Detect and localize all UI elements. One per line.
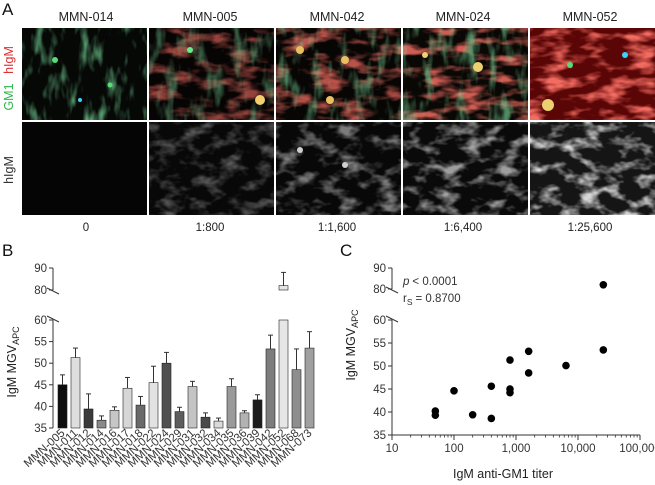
bar [239,412,250,429]
column-title: MMN-042 [310,10,365,24]
panel-c-ylabel: IgM MGVAPC [344,309,360,381]
titer-labels: 0 1:800 1:1,600 1:6,400 1:25,600 [83,222,613,234]
column-title: MMN-052 [563,10,618,24]
y-tick-label: 55 [34,337,47,349]
micrograph-tile [22,122,147,215]
x-tick-label: 100,000 [619,443,655,455]
titer-label: 1:25,600 [568,222,613,234]
bar-upper-segment [278,285,289,291]
micrograph-tile [149,28,274,120]
column-title: MMN-005 [183,10,238,24]
scatter-point [562,361,570,370]
scatter-chart: 35 40 45 50 55 60 80 90 10 100 1,000 10,000 100,000 [373,263,655,455]
bar [291,369,302,429]
micrograph-tile [149,122,274,215]
stats-annotation: p < 0.0001 rS = 0.8700 [402,276,461,307]
bar [70,357,81,429]
bar [187,386,198,429]
micrograph-tile [22,28,147,120]
rs-annotation: rS = 0.8700 [403,293,461,307]
bar [265,348,276,429]
y-tick-label: 80 [34,285,47,297]
titer-label: 1:800 [196,222,225,234]
y-tick-label: 60 [373,315,386,327]
axis-break-mark [385,286,399,294]
x-tick-label: 100 [444,443,463,455]
scatter-point [506,388,514,397]
y-tick-label: 45 [34,380,47,392]
y-tick-label: 50 [34,358,47,370]
bar [122,387,133,429]
scatter-point [468,410,477,419]
y-tick-label: 55 [373,338,386,350]
micrograph-tile [530,28,655,120]
scatter-point [524,369,533,377]
scatter-point [431,411,440,420]
micrograph-tile [276,122,401,215]
scatter-point [506,356,514,364]
micrograph-tile [530,122,655,215]
y-tick-label: 40 [373,407,386,419]
row-label-higm-red: hIgM [2,46,16,74]
column-title: MMN-024 [436,10,491,24]
scatter-point [487,414,496,423]
bar [213,420,224,429]
bar [96,419,107,429]
scatter-point [524,347,533,356]
axis-break-mark [46,315,60,323]
y-tick-label: 35 [34,423,47,435]
bar [161,362,172,429]
column-title: MMN-014 [59,10,114,24]
scatter-point [487,382,496,391]
bar [304,347,315,429]
y-tick-label: 40 [34,401,47,413]
panel-c-xlabel: IgM anti-GM1 titer [453,467,553,481]
row-label-gm1-green: GM1 [2,83,16,110]
y-tick-label: 50 [373,361,386,373]
x-tick-label: 1,000 [502,443,531,455]
x-tick-label: 10,000 [560,443,595,455]
micrograph-tile [276,28,401,120]
bar [200,416,211,429]
bar [148,382,159,429]
titer-label: 1:1,600 [318,222,356,234]
scatter-point [599,281,608,289]
titer-label: 0 [83,222,89,234]
bar [278,319,289,429]
bar [174,411,185,429]
axis-break-mark [46,287,60,295]
bar [226,386,237,429]
y-tick-label: 35 [373,430,386,442]
panel-b-label: B [2,241,13,260]
bar [135,404,146,429]
p-value-annotation: p < 0.0001 [402,276,458,288]
bar-chart: 3540455055608090MMN-005MMN-011MMN-012MMN… [22,263,315,470]
panel-c-label: C [340,241,352,260]
y-tick-label: 45 [373,384,386,396]
panel-a-label: A [2,0,14,19]
micrograph-row-gray [22,122,655,215]
column-titles: MMN-014 MMN-005 MMN-042 MMN-024 MMN-052 [59,10,618,24]
bar [57,384,68,429]
axis-break-mark [385,315,399,323]
y-tick-label: 60 [34,315,47,327]
y-tick-label: 90 [373,263,386,275]
micrograph-row-merged [22,28,655,120]
bar [252,399,263,429]
y-tick-label: 80 [373,284,386,296]
panel-b-ylabel: IgM MGVAPC [5,326,21,398]
micrograph-tile [403,122,528,215]
scatter-point [450,387,458,395]
titer-label: 1:6,400 [444,222,482,234]
y-tick-label: 90 [34,263,47,275]
bar [83,408,94,429]
scatter-point [599,346,608,354]
bar [109,409,120,429]
x-tick-label: 10 [386,443,399,455]
micrograph-tile [403,28,528,120]
row-label-higm-gray: hIgM [2,156,16,184]
